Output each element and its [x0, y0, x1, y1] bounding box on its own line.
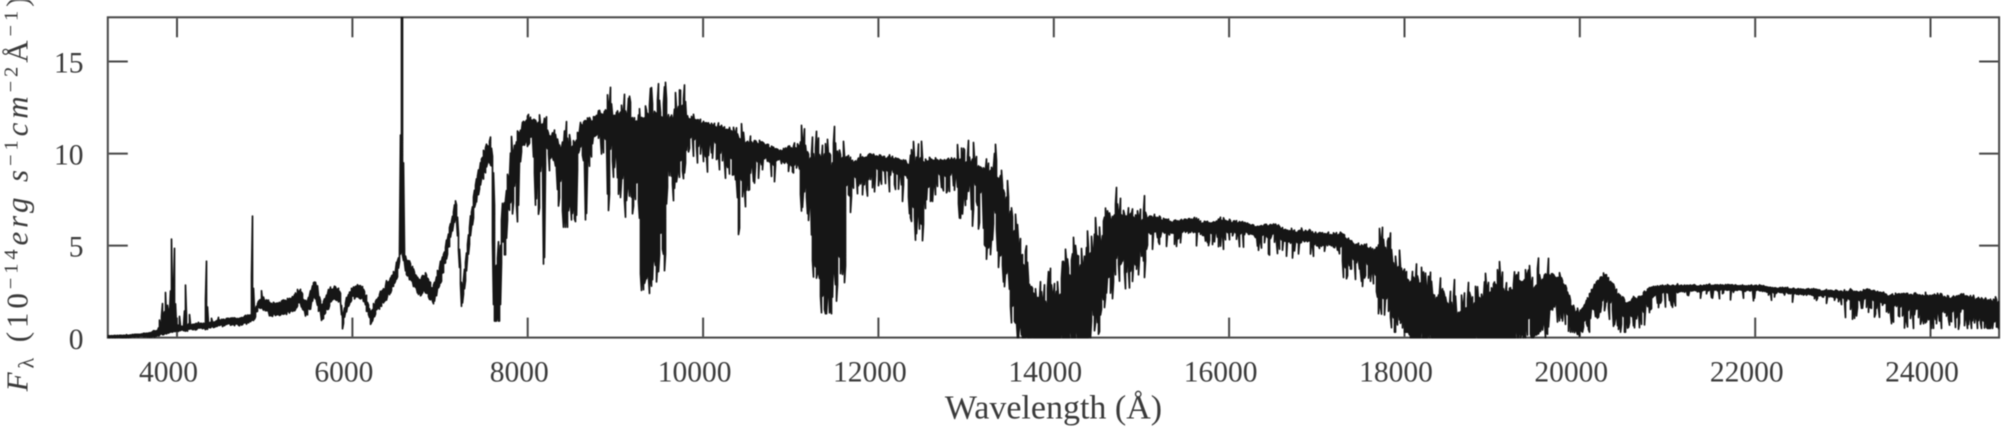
- svg-text:Wavelength (Å): Wavelength (Å): [945, 390, 1162, 427]
- svg-text:5: 5: [69, 232, 84, 264]
- svg-text:18000: 18000: [1359, 357, 1433, 389]
- svg-text:15: 15: [54, 48, 84, 80]
- svg-text:4000: 4000: [139, 357, 198, 389]
- svg-text:Fλ (10−14erg s−1cm−2Å−1): Fλ (10−14erg s−1cm−2Å−1): [0, 0, 39, 392]
- svg-text:12000: 12000: [833, 357, 907, 389]
- svg-text:24000: 24000: [1885, 357, 1959, 389]
- svg-text:0: 0: [69, 324, 84, 356]
- svg-text:8000: 8000: [490, 357, 549, 389]
- svg-text:14000: 14000: [1008, 357, 1082, 389]
- svg-text:20000: 20000: [1534, 357, 1608, 389]
- svg-text:6000: 6000: [314, 357, 373, 389]
- svg-text:10: 10: [54, 140, 84, 172]
- svg-text:16000: 16000: [1184, 357, 1258, 389]
- svg-text:10000: 10000: [658, 357, 732, 389]
- svg-text:22000: 22000: [1710, 357, 1784, 389]
